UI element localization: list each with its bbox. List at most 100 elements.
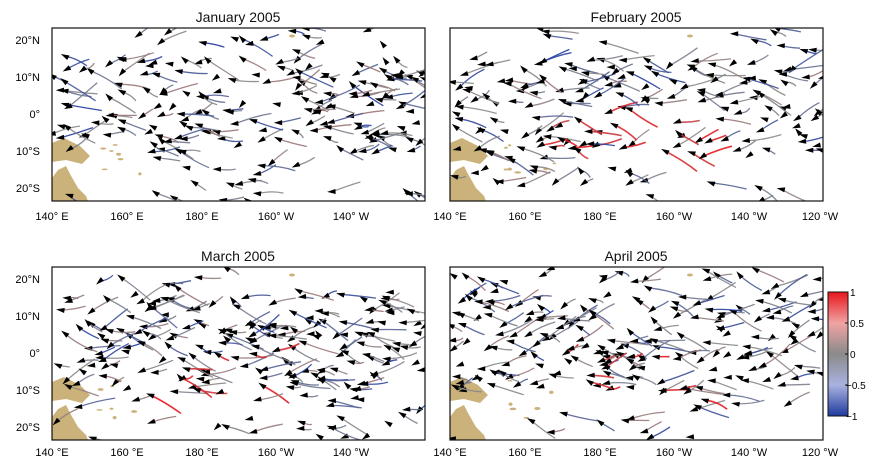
drifter-arrowhead [624, 375, 634, 381]
drifter-arrowhead [234, 180, 244, 186]
drifter-arrowhead [158, 356, 167, 364]
drifter-arrowhead [154, 134, 164, 140]
drifter-track [339, 147, 364, 161]
drifter-arrowhead [575, 324, 584, 332]
drifter-arrowhead [643, 285, 653, 292]
drifter-arrowhead [117, 89, 127, 96]
drifter-track [776, 28, 802, 33]
drifter-arrowhead [304, 62, 313, 71]
drifter-track [732, 310, 762, 332]
drifter-arrowhead [384, 94, 394, 100]
drifter-arrowhead [521, 131, 530, 139]
drifter-arrowhead [563, 137, 572, 146]
drifter-arrowhead [787, 330, 796, 339]
drifter-track [369, 137, 394, 150]
drifter-track [606, 381, 637, 386]
drifter-track [340, 293, 377, 299]
drifter-track [179, 70, 208, 75]
drifter-arrowhead [105, 112, 115, 118]
x-tick-label: 140 °W [731, 211, 768, 223]
drifter-arrowhead [450, 323, 456, 330]
drifter-arrowhead [252, 191, 262, 197]
drifter-arrowhead [201, 109, 210, 116]
drifter-arrowhead [408, 340, 418, 348]
drifter-arrowhead [295, 82, 302, 91]
drifter-arrowhead [96, 277, 104, 285]
drifter-arrowhead [797, 138, 807, 144]
drifter-arrowhead [537, 303, 545, 312]
drifter-arrowhead [166, 297, 175, 303]
drifter-arrowhead [694, 386, 704, 391]
drifter-arrowhead [716, 325, 725, 330]
drifter-arrowhead [567, 145, 577, 151]
drifter-arrowhead [593, 91, 603, 98]
drifter-arrowhead [361, 352, 371, 358]
drifter-arrowhead [534, 127, 542, 136]
drifter-arrowhead [499, 321, 508, 328]
drifter-track [702, 145, 733, 158]
drifter-arrowhead [157, 38, 166, 46]
panel-title: January 2005 [196, 9, 281, 25]
drifter-arrowhead [411, 359, 420, 366]
drifter-arrowhead [489, 345, 498, 351]
drifter-arrowhead [683, 387, 692, 395]
drifter-arrowhead [193, 319, 203, 325]
drifter-arrowhead [568, 66, 577, 72]
drifter-track [644, 171, 667, 182]
drifter-arrowhead [296, 425, 305, 431]
drifter-arrowhead [722, 330, 731, 337]
drifter-arrowhead [268, 323, 277, 329]
drifter-arrowhead [792, 123, 801, 129]
drifter-track [109, 332, 136, 347]
drifter-track [668, 47, 698, 67]
drifter-arrowhead [755, 298, 764, 304]
land-island [109, 407, 114, 410]
drifter-arrowhead [240, 293, 250, 300]
drifter-arrowhead [359, 381, 369, 387]
drifter-arrowhead [557, 99, 567, 104]
drifter-arrowhead [151, 190, 160, 197]
drifter-arrowhead [212, 166, 221, 172]
drifter-arrowhead [248, 337, 258, 344]
drifter-arrowhead [88, 436, 97, 440]
drifter-arrowhead [702, 276, 712, 281]
drifter-arrowhead [377, 320, 386, 326]
drifter-arrowhead [98, 373, 107, 379]
x-tick-label: 120 °W [802, 447, 839, 459]
drifter-arrowhead [164, 28, 173, 36]
drifter-track [424, 325, 425, 328]
drifter-arrowhead [728, 309, 738, 315]
drifter-arrowhead [65, 145, 74, 152]
drifter-track [697, 405, 730, 419]
drifter-track [314, 124, 352, 132]
drifter-track [272, 324, 297, 328]
drifter-arrowhead [635, 298, 644, 306]
drifter-track [614, 124, 638, 141]
drifter-arrowhead [626, 353, 636, 359]
drifter-arrowhead [477, 61, 486, 67]
drifter-arrowhead [450, 384, 460, 391]
drifter-arrowhead [555, 87, 564, 93]
drifter-arrowhead [777, 298, 787, 303]
drifter-arrowhead [614, 271, 624, 276]
drifter-arrowhead [279, 325, 289, 331]
x-axis: 140° E 160° E 180° E 160° W 140° W [35, 211, 369, 223]
drifter-arrowhead [163, 138, 172, 144]
drifter-arrowhead [314, 99, 324, 105]
drifter-track [108, 96, 136, 114]
drifter-arrowhead [176, 373, 185, 382]
drifter-arrowhead [593, 349, 602, 355]
drifter-arrowhead [139, 70, 149, 76]
colorbar-tick-label: −0.5 [846, 381, 866, 392]
drifter-arrowhead [290, 380, 300, 385]
x-tick-label: 160° W [258, 211, 295, 223]
drifter-arrowhead [629, 338, 639, 344]
drifter-arrowhead [201, 379, 210, 385]
drifter-arrowhead [509, 331, 518, 338]
colorbar-tick-label: −1 [846, 412, 858, 423]
drifter-arrowhead [601, 363, 610, 370]
drifter-track [782, 298, 812, 306]
drifter-track [150, 394, 182, 415]
drifter-arrowhead [507, 157, 516, 164]
drifter-arrowhead [774, 292, 782, 300]
